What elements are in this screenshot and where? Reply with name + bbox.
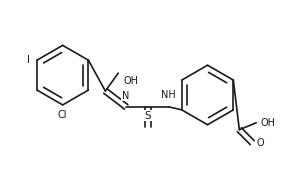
Text: NH: NH: [161, 90, 176, 100]
Text: N: N: [122, 91, 129, 101]
Text: OH: OH: [123, 76, 138, 86]
Text: I: I: [27, 55, 30, 65]
Text: OH: OH: [260, 118, 275, 128]
Text: S: S: [145, 111, 151, 121]
Text: O: O: [256, 138, 264, 148]
Text: Cl: Cl: [58, 110, 67, 120]
